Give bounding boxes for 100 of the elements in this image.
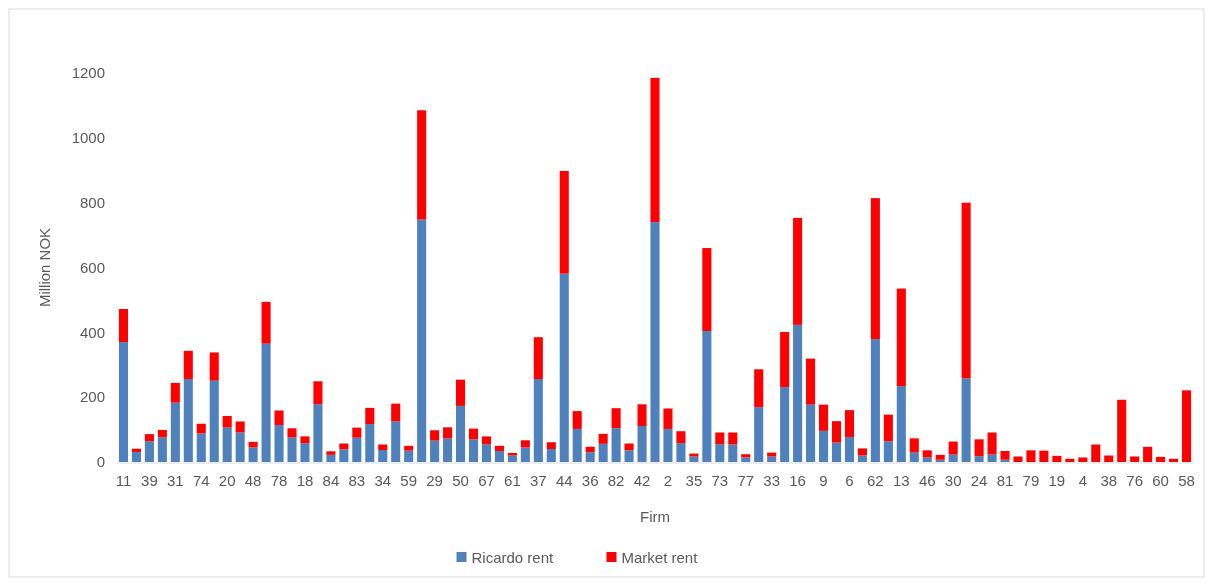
bar — [689, 456, 699, 462]
bar — [1143, 446, 1153, 462]
bar — [948, 441, 958, 455]
bar — [974, 439, 984, 457]
bar — [196, 433, 206, 462]
x-tick-label: 35 — [685, 472, 703, 489]
bar — [468, 428, 479, 440]
x-tick-label: 29 — [426, 472, 443, 489]
bar — [196, 423, 206, 434]
bar — [378, 444, 388, 451]
bar — [728, 444, 738, 462]
bar — [144, 434, 154, 442]
bar — [1013, 456, 1023, 462]
x-tick-label: 84 — [322, 472, 340, 489]
x-tick-label: 24 — [970, 472, 988, 489]
x-tick-label: 44 — [555, 472, 573, 489]
bar — [870, 198, 880, 340]
bar — [559, 273, 569, 462]
bar — [611, 408, 621, 429]
bar — [300, 443, 310, 462]
bar — [572, 411, 582, 429]
bar — [935, 454, 945, 460]
bar — [261, 343, 271, 462]
x-tick-label: 2 — [663, 472, 673, 489]
bar — [831, 442, 842, 462]
bar — [650, 222, 660, 462]
bar — [585, 446, 595, 453]
x-tick-label: 33 — [763, 472, 781, 489]
bar — [183, 350, 193, 380]
x-tick-label: 4 — [1078, 472, 1087, 489]
bar — [365, 407, 375, 425]
bar — [1169, 458, 1179, 462]
bar — [624, 450, 634, 462]
bar — [793, 324, 803, 462]
x-tick-label: 82 — [607, 472, 625, 489]
bar — [170, 382, 180, 403]
y-tick-label: 1000 — [71, 129, 105, 147]
bar — [1091, 444, 1101, 462]
bar — [715, 444, 725, 462]
bar — [313, 381, 323, 405]
bar — [443, 438, 453, 462]
bar — [676, 443, 686, 462]
bar — [300, 436, 310, 444]
bar — [961, 378, 971, 462]
x-tick-label: 78 — [270, 472, 288, 489]
x-tick-label: 46 — [918, 472, 936, 489]
bar — [417, 219, 427, 462]
bar — [870, 339, 880, 462]
bar — [248, 447, 258, 462]
bar — [896, 386, 906, 462]
bar — [494, 450, 504, 462]
x-tick-label: 77 — [737, 472, 755, 489]
bar — [961, 202, 971, 379]
bar — [131, 451, 141, 462]
bar — [987, 432, 997, 455]
bar — [313, 404, 323, 462]
bar — [831, 421, 842, 443]
x-tick-label: 18 — [296, 472, 314, 489]
bar — [1026, 450, 1036, 462]
bar — [417, 110, 427, 220]
x-tick-label: 30 — [944, 472, 962, 489]
x-tick-label: 20 — [218, 472, 236, 489]
bar — [728, 432, 738, 445]
x-tick-label: 58 — [1178, 472, 1195, 489]
legend-label: Market rent — [621, 549, 699, 567]
x-tick-label: 19 — [1048, 472, 1066, 489]
bar — [637, 426, 647, 462]
bar — [287, 428, 297, 438]
y-tick-label: 0 — [96, 453, 105, 471]
bar — [339, 449, 349, 462]
bar — [767, 456, 777, 462]
bar — [352, 427, 362, 438]
bar — [909, 438, 919, 453]
x-tick-label: 59 — [400, 472, 418, 489]
bar — [430, 440, 440, 462]
bar — [1130, 456, 1140, 462]
bar — [818, 404, 829, 431]
x-tick-label: 9 — [819, 472, 828, 489]
x-tick-label: 83 — [348, 472, 366, 489]
x-tick-label: 36 — [581, 472, 599, 489]
y-axis-title: Million NOK — [36, 227, 53, 308]
bar — [702, 248, 712, 332]
bar — [1181, 390, 1192, 462]
bar — [507, 455, 517, 462]
bar — [1000, 450, 1010, 460]
bar — [131, 448, 141, 452]
bar — [533, 337, 543, 380]
bar — [1156, 456, 1166, 462]
bar — [533, 379, 543, 462]
bar — [559, 170, 569, 274]
bar — [754, 369, 764, 408]
bar — [987, 454, 997, 462]
x-tick-label: 31 — [166, 472, 184, 489]
bar — [793, 217, 803, 325]
bar — [352, 437, 362, 462]
bar — [922, 450, 932, 458]
bar — [650, 77, 660, 223]
bar — [209, 352, 219, 381]
bar — [261, 301, 271, 344]
x-tick-label: 37 — [529, 472, 547, 489]
